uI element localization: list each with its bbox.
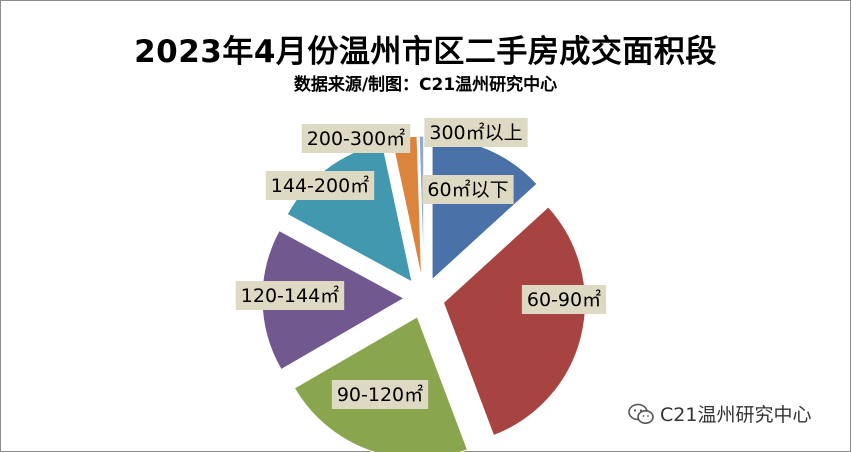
pie-slice-60-90sqm xyxy=(442,206,586,437)
watermark: C21温州研究中心 xyxy=(628,400,811,427)
chart-title: 2023年4月份温州市区二手房成交面积段 xyxy=(134,34,717,70)
slice-label-144-200sqm: 144-200㎡ xyxy=(265,171,375,200)
slice-label-60-90sqm: 60-90㎡ xyxy=(521,285,607,314)
chart-subtitle: 数据来源/制图：C21温州研究中心 xyxy=(293,75,558,95)
svg-text:120-144㎡: 120-144㎡ xyxy=(241,284,339,307)
slice-label-200-300sqm: 200-300㎡ xyxy=(301,124,411,153)
svg-text:200-300㎡: 200-300㎡ xyxy=(307,127,405,150)
slice-label-90-120sqm: 90-120㎡ xyxy=(331,380,429,409)
slice-label-60sqm-below: 60㎡以下 xyxy=(422,175,514,204)
svg-text:60㎡以下: 60㎡以下 xyxy=(427,178,508,201)
pie-slice-300sqm-above xyxy=(418,135,425,279)
slice-label-300sqm-above: 300㎡以上 xyxy=(424,118,528,147)
watermark-text: C21温州研究中心 xyxy=(660,404,812,426)
wechat-icon xyxy=(628,403,654,424)
svg-text:300㎡以上: 300㎡以上 xyxy=(429,121,522,144)
svg-text:144-200㎡: 144-200㎡ xyxy=(271,174,369,197)
svg-text:60-90㎡: 60-90㎡ xyxy=(527,288,601,311)
slice-label-120-144sqm: 120-144㎡ xyxy=(235,281,345,310)
svg-text:90-120㎡: 90-120㎡ xyxy=(337,383,423,406)
